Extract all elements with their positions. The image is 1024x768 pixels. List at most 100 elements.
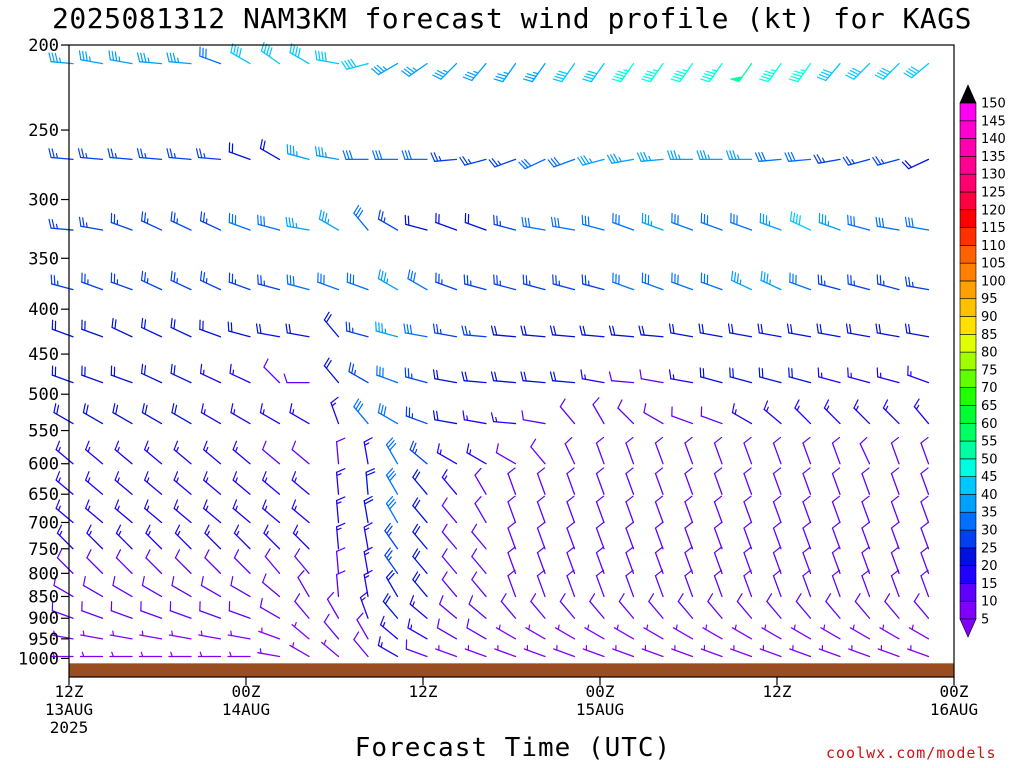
wind-barb bbox=[195, 148, 222, 161]
wind-barb bbox=[859, 436, 871, 465]
wind-barb bbox=[625, 546, 635, 575]
wind-barb bbox=[566, 546, 576, 575]
colorbar-swatch bbox=[959, 334, 977, 353]
y-tick-label: 850 bbox=[28, 587, 59, 607]
wind-barb bbox=[520, 371, 546, 384]
y-tick-label: 450 bbox=[28, 345, 59, 365]
wind-barb bbox=[890, 467, 900, 495]
x-tick-label: 14AUG bbox=[222, 700, 270, 719]
colorbar-swatch bbox=[959, 583, 977, 602]
colorbar-swatch bbox=[959, 209, 977, 228]
wind-barb bbox=[110, 272, 133, 291]
x-tick-label: 16AUG bbox=[930, 700, 978, 719]
wind-barb bbox=[564, 436, 576, 465]
wind-barb bbox=[326, 591, 340, 619]
credit-label: coolwx.com/models bbox=[826, 744, 997, 762]
wind-barb bbox=[490, 325, 517, 338]
wind-barb bbox=[608, 371, 635, 384]
wind-barb bbox=[359, 591, 369, 619]
wind-barb bbox=[861, 495, 871, 524]
colorbar-swatch bbox=[959, 138, 977, 157]
wind-barb bbox=[816, 62, 841, 82]
colorbar-swatch bbox=[959, 298, 977, 317]
wind-barb bbox=[761, 624, 782, 640]
wind-barb bbox=[441, 571, 458, 598]
wind-barb bbox=[53, 403, 74, 425]
wind-barb bbox=[259, 597, 281, 619]
wind-barb bbox=[110, 365, 133, 384]
wind-barb bbox=[595, 546, 605, 575]
y-tick-label: 900 bbox=[28, 609, 59, 629]
wind-barb bbox=[495, 443, 517, 465]
wind-barb bbox=[365, 468, 376, 495]
wind-barb bbox=[907, 365, 930, 384]
wind-barb bbox=[595, 495, 605, 524]
wind-barb bbox=[890, 436, 900, 465]
wind-barb bbox=[263, 358, 281, 384]
wind-barb bbox=[861, 569, 871, 598]
colorbar-swatch bbox=[959, 173, 977, 193]
wind-barb bbox=[913, 593, 930, 619]
wind-barb bbox=[80, 630, 104, 640]
wind-barb bbox=[138, 651, 163, 658]
wind-barb bbox=[260, 41, 281, 65]
wind-barb bbox=[699, 367, 723, 384]
wind-barb bbox=[608, 325, 635, 338]
wind-barb bbox=[490, 371, 517, 384]
wind-barb bbox=[554, 624, 576, 640]
y-tick-label: 350 bbox=[28, 249, 59, 269]
wind-barb bbox=[713, 521, 723, 550]
wind-barb bbox=[441, 523, 458, 550]
wind-barb bbox=[641, 62, 664, 83]
wind-barb bbox=[890, 569, 900, 598]
wind-barb bbox=[772, 495, 782, 524]
wind-barb bbox=[668, 369, 694, 384]
wind-barb bbox=[323, 357, 340, 384]
colorbar-label: 140 bbox=[981, 132, 1006, 147]
wind-barb bbox=[78, 50, 104, 65]
wind-barb bbox=[654, 569, 664, 598]
wind-barb bbox=[294, 548, 310, 575]
colorbar-label: 65 bbox=[981, 399, 998, 414]
wind-barb bbox=[314, 50, 340, 65]
wind-barb bbox=[199, 46, 222, 65]
wind-barb bbox=[802, 495, 812, 524]
wind-barb bbox=[471, 548, 487, 575]
wind-barb bbox=[790, 624, 812, 640]
wind-barb bbox=[81, 601, 104, 619]
wind-barb bbox=[817, 274, 841, 291]
wind-barb bbox=[230, 43, 251, 65]
wind-barb bbox=[401, 150, 428, 161]
wind-barb bbox=[743, 495, 753, 524]
wind-barb bbox=[385, 467, 399, 495]
wind-barb bbox=[490, 412, 517, 425]
wind-barb bbox=[461, 371, 487, 384]
wind-barb bbox=[495, 624, 517, 640]
wind-barb bbox=[507, 569, 517, 598]
wind-barb bbox=[289, 403, 310, 425]
wind-barb bbox=[412, 571, 428, 598]
wind-barb bbox=[330, 396, 340, 425]
wind-barb bbox=[872, 156, 900, 166]
colorbar-swatch bbox=[959, 565, 977, 584]
wind-barb bbox=[625, 436, 635, 465]
wind-barb bbox=[638, 325, 664, 338]
wind-barb bbox=[335, 547, 346, 575]
wind-barb bbox=[507, 521, 517, 550]
colorbar-label: 10 bbox=[981, 595, 998, 610]
wind-barb bbox=[523, 644, 546, 658]
wind-barb bbox=[81, 319, 104, 338]
wind-barb bbox=[141, 403, 163, 425]
colorbar-swatch bbox=[959, 280, 977, 300]
wind-barb bbox=[412, 548, 428, 575]
wind-barb bbox=[314, 146, 340, 161]
wind-barb bbox=[727, 323, 753, 338]
wind-barb bbox=[726, 150, 753, 161]
wind-barb bbox=[341, 58, 369, 70]
wind-barb bbox=[291, 499, 310, 524]
wind-barb bbox=[356, 612, 369, 640]
wind-barb bbox=[55, 471, 74, 495]
wind-barb bbox=[436, 443, 458, 465]
wind-barb bbox=[335, 468, 346, 495]
wind-barb bbox=[493, 214, 517, 231]
